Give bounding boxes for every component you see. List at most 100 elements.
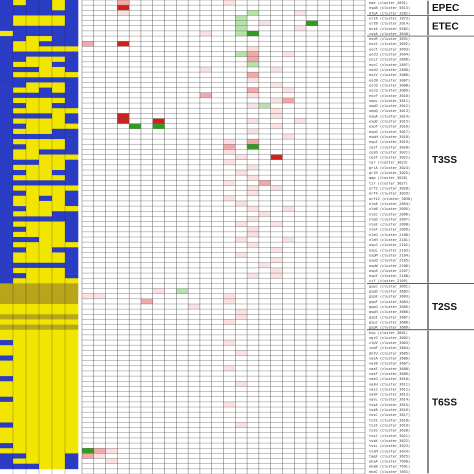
expression-cell [270,82,283,88]
presence-cell [0,10,14,16]
presence-cell [39,365,53,372]
expression-cell [258,211,271,217]
presence-cell [52,216,66,222]
presence-cell [52,386,66,392]
expression-cell [93,453,106,459]
expression-cell [117,113,130,119]
expression-cell [270,123,283,129]
presence-cell [39,195,53,202]
presence-cell [26,170,40,176]
presence-cell [39,30,53,37]
presence-cell [52,360,66,367]
expression-cell [117,0,130,6]
presence-cell [39,103,53,109]
presence-cell [13,288,27,294]
presence-cell [0,350,14,356]
gene-row-label: tssB (cluster_3616) [369,408,410,412]
presence-cell [26,283,40,289]
presence-cell [52,401,66,408]
presence-cell [13,25,27,32]
presence-cell [13,185,27,191]
presence-cell [26,231,40,238]
expression-cell [282,97,295,104]
expression-cell [247,139,259,145]
presence-cell [52,448,66,454]
gene-row-label: espG (cluster_3017) [369,130,410,134]
presence-cell [26,154,40,161]
presence-cell [52,396,66,403]
presence-cell [13,190,27,197]
expression-cell [235,15,248,21]
presence-cell [52,355,66,361]
presence-cell [13,72,27,78]
presence-cell [39,247,53,253]
group-label-t3ss: T3SS [432,155,457,166]
expression-cell [223,365,236,371]
presence-cell [0,77,14,83]
presence-cell [39,283,53,289]
presence-cell [26,113,40,119]
presence-absence-heatmap [0,0,79,474]
presence-cell [13,77,27,83]
presence-cell [0,401,14,408]
gene-row-label: icmF (cluster_3604) [369,346,410,350]
presence-cell [0,370,14,377]
presence-cell [0,365,14,372]
presence-cell [0,376,14,382]
presence-cell [26,25,40,32]
presence-cell [39,309,53,315]
gene-row-label: tssJ (cluster_3621) [369,434,410,438]
presence-cell [13,97,27,104]
presence-cell [13,195,27,202]
presence-cell [52,5,66,11]
presence-cell [26,123,40,130]
presence-cell [52,180,66,186]
presence-cell [39,391,53,398]
gene-row-label: nleH (cluster_2101) [369,238,410,242]
presence-cell [26,97,40,104]
presence-cell [13,463,27,470]
presence-cell [65,448,79,454]
presence-cell [52,92,66,99]
expression-cell [270,247,283,253]
presence-cell [52,175,66,181]
presence-cell [0,360,14,367]
presence-cell [0,139,14,145]
gene-row-label: gspK (cluster_3689) [369,326,410,330]
gene-row-label: escS (cluster_3692) [369,42,410,46]
expression-cell [294,25,307,31]
presence-cell [26,417,40,423]
presence-cell [26,77,40,83]
presence-cell [52,123,66,130]
expression-cell [235,20,248,26]
presence-cell [13,56,27,63]
expression-cell [176,288,189,294]
gene-row-label: escJ (cluster_2896) [369,58,410,62]
expression-cell [117,5,130,11]
presence-cell [13,231,27,238]
expression-cell [199,66,212,73]
presence-cell [65,226,79,233]
presence-cell [0,329,14,336]
presence-cell [65,46,79,52]
expression-cell [223,195,236,201]
presence-cell [52,97,66,104]
presence-cell [39,298,53,305]
presence-cell [65,257,79,264]
gene-row-label: vasA (cluster_3606) [369,357,410,361]
presence-cell [26,448,40,454]
presence-cell [0,237,14,243]
presence-cell [26,190,40,197]
presence-cell [26,340,40,346]
presence-cell [0,437,14,444]
presence-cell [13,128,27,135]
presence-cell [26,319,40,325]
presence-cell [0,92,14,99]
presence-cell [39,180,53,186]
presence-cell [13,360,27,367]
presence-cell [26,51,40,57]
gene-row-label: nleA (cluster_2094) [369,202,410,206]
presence-cell [13,376,27,382]
group-label-t2ss: T2SS [432,302,457,313]
presence-cell [0,262,14,269]
